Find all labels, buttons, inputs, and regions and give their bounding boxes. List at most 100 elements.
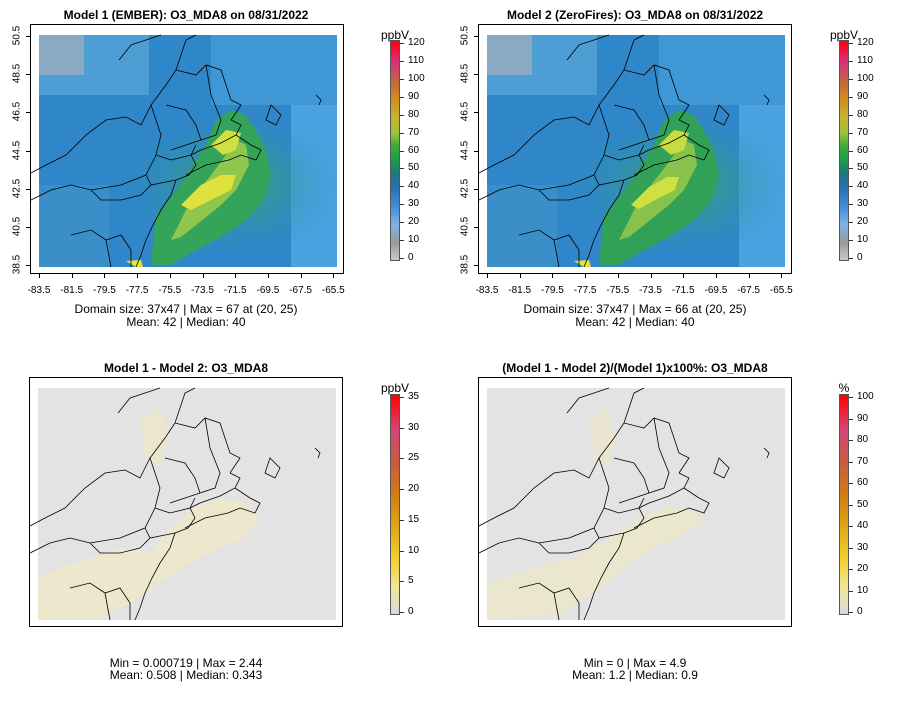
- x-tickmark: [71, 274, 73, 278]
- colorbar-tickmark: [849, 240, 853, 242]
- colorbar-tickmark: [400, 43, 404, 44]
- x-tick-label: -81.5: [60, 285, 84, 296]
- y-tick-label: 46.5: [11, 102, 23, 122]
- colorbar: [390, 40, 400, 261]
- colorbar-tick-label: 10: [857, 584, 869, 596]
- colorbar-tickmark: [849, 114, 853, 116]
- x-tickmark: [715, 274, 717, 278]
- colorbar-tick-label: 10: [408, 544, 420, 556]
- colorbar-tickmark: [849, 612, 853, 613]
- panel-title: Model 1 (EMBER): O3_MDA8 on 08/31/2022: [63, 8, 309, 22]
- colorbar-tickmark: [400, 204, 404, 206]
- colorbar-tick-label: 100: [408, 72, 425, 84]
- colorbar: [839, 394, 849, 615]
- x-tickmark: [487, 274, 488, 278]
- y-tick-label: 46.5: [459, 102, 471, 122]
- colorbar-tick-label: 100: [857, 72, 874, 84]
- colorbar-unit: %: [838, 381, 850, 395]
- x-tick-label: -65.5: [321, 285, 345, 296]
- colorbar-tick-label: 110: [408, 54, 424, 66]
- x-tickmark: [585, 274, 587, 278]
- map-plot-area[interactable]: [30, 24, 344, 274]
- colorbar-tick-label: 60: [857, 477, 869, 488]
- colorbar-tickmark: [400, 427, 404, 429]
- colorbar-tickmark: [849, 483, 853, 484]
- colorbar-tick-label: 120: [408, 37, 425, 48]
- colorbar-tick-label: 20: [408, 483, 420, 495]
- y-tick-label: 44.5: [459, 140, 471, 160]
- colorbar-tickmark: [849, 168, 853, 170]
- x-tickmark: [519, 274, 521, 278]
- colorbar-tick-label: 0: [857, 606, 863, 617]
- y-tickmark: [474, 74, 478, 76]
- stats-line-1: Domain size: 37x47 | Max = 66 at (20, 25…: [523, 302, 747, 316]
- map-plot-area[interactable]: [478, 24, 792, 274]
- colorbar-tickmark: [849, 60, 853, 62]
- x-tickmark: [137, 274, 139, 278]
- colorbar-tick-label: 110: [857, 54, 873, 66]
- x-tick-label: -77.5: [125, 285, 149, 296]
- colorbar-tickmark: [849, 96, 853, 98]
- stats-line-1: Domain size: 37x47 | Max = 67 at (20, 25…: [74, 302, 298, 316]
- stats-line-2: Mean: 1.2 | Median: 0.9: [572, 668, 698, 682]
- x-tickmark: [650, 274, 652, 278]
- x-tick-label: -71.5: [223, 285, 247, 296]
- panel-title: Model 2 (ZeroFires): O3_MDA8 on 08/31/20…: [506, 8, 764, 22]
- colorbar-tick-label: 70: [408, 126, 420, 138]
- colorbar-tickmark: [400, 60, 404, 62]
- colorbar-tick-label: 30: [408, 198, 420, 210]
- colorbar-tickmark: [400, 168, 404, 170]
- ozone-field-map: [31, 25, 343, 273]
- colorbar-tick-label: 35: [408, 391, 420, 402]
- colorbar-tick-label: 60: [408, 144, 420, 156]
- colorbar-tick-label: 80: [857, 108, 869, 120]
- map-plot-area[interactable]: [29, 377, 343, 627]
- x-tick-label: -71.5: [671, 285, 695, 296]
- y-tick-label: 42.5: [11, 178, 23, 199]
- x-tickmark: [104, 274, 106, 278]
- x-tickmark: [617, 274, 619, 278]
- x-tick-label: -67.5: [737, 285, 760, 296]
- percent-difference-field-map: [479, 378, 791, 626]
- x-tick-label: -73.5: [191, 285, 214, 296]
- colorbar-tickmark: [400, 519, 404, 521]
- stats-line-1: Min = 0.000719 | Max = 2.44: [109, 656, 263, 670]
- map-plot-area[interactable]: [478, 377, 792, 627]
- y-tickmark: [26, 150, 30, 152]
- colorbar-tick-label: 5: [408, 575, 414, 587]
- colorbar-tick-label: 0: [408, 252, 414, 263]
- colorbar-tickmark: [849, 590, 853, 592]
- colorbar-tick-label: 40: [857, 180, 869, 192]
- x-tickmark: [552, 274, 554, 278]
- colorbar-tickmark: [849, 43, 853, 44]
- x-tickmark: [235, 274, 237, 278]
- y-tick-label: 38.5: [11, 254, 23, 275]
- y-tick-label: 42.5: [459, 178, 471, 199]
- colorbar-tick-label: 50: [857, 162, 869, 174]
- colorbar-tickmark: [400, 397, 404, 398]
- colorbar-tick-label: 25: [408, 452, 420, 464]
- colorbar-tickmark: [400, 78, 404, 80]
- colorbar-tickmark: [849, 222, 853, 224]
- colorbar-tickmark: [849, 461, 853, 463]
- colorbar-tick-label: 30: [408, 421, 420, 433]
- colorbar-tick-label: 30: [857, 198, 869, 210]
- x-tick-label: -79.5: [92, 285, 116, 296]
- x-tick-label: -83.5: [27, 285, 51, 296]
- y-tickmark: [26, 188, 30, 190]
- colorbar-tick-label: 120: [857, 37, 874, 48]
- panel-title: (Model 1 - Model 2)/(Model 1)x100%: O3_M…: [502, 361, 768, 375]
- x-tickmark: [683, 274, 685, 278]
- y-tickmark: [474, 150, 478, 152]
- x-tickmark: [39, 274, 40, 278]
- x-tickmark: [267, 274, 269, 278]
- y-tickmark: [474, 188, 478, 190]
- y-tickmark: [26, 227, 30, 228]
- x-tick-label: -73.5: [639, 285, 662, 296]
- x-tick-label: -79.5: [540, 285, 564, 296]
- colorbar-tickmark: [400, 96, 404, 98]
- colorbar-tick-label: 20: [857, 216, 869, 228]
- colorbar-tick-label: 100: [857, 391, 874, 402]
- y-tick-label: 50.5: [11, 25, 23, 46]
- x-tick-label: -69.5: [256, 285, 280, 296]
